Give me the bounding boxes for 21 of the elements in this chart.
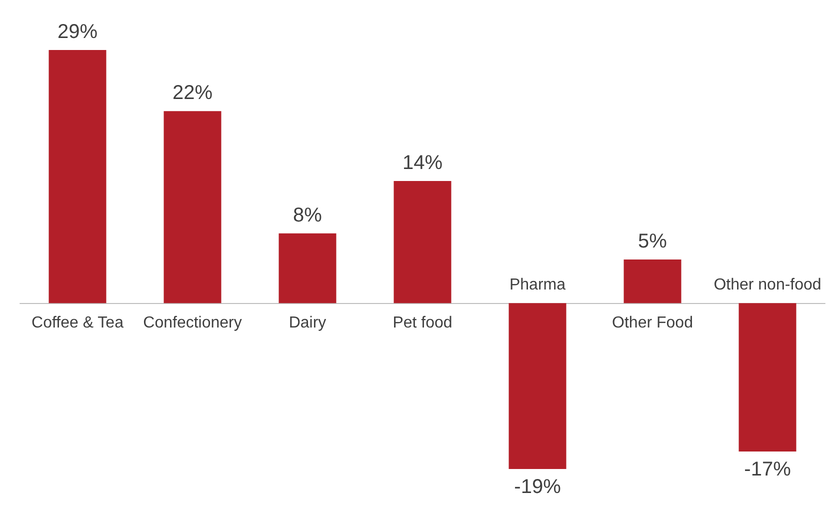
x-tick-label: Pet food xyxy=(392,314,452,332)
x-tick-label: Dairy xyxy=(288,314,326,332)
bar xyxy=(394,180,452,304)
data-label: 14% xyxy=(402,152,443,174)
x-tick-label: Coffee & Tea xyxy=(32,314,124,332)
bar xyxy=(278,233,336,304)
x-tick-label: Other non-food xyxy=(714,276,822,294)
x-tick-label: Other Food xyxy=(612,314,693,332)
data-label: 22% xyxy=(172,82,213,104)
data-label: 8% xyxy=(293,204,322,226)
data-label: 5% xyxy=(638,230,668,252)
x-tick-label: Pharma xyxy=(509,276,566,294)
bar xyxy=(164,111,222,304)
x-tick-label: Confectionery xyxy=(143,314,242,332)
bar xyxy=(738,303,796,452)
data-label: 29% xyxy=(57,21,98,43)
data-label: -19% xyxy=(514,476,562,498)
bar xyxy=(624,260,682,304)
bar xyxy=(508,303,566,469)
data-label: -17% xyxy=(744,458,792,481)
bar xyxy=(48,50,106,304)
